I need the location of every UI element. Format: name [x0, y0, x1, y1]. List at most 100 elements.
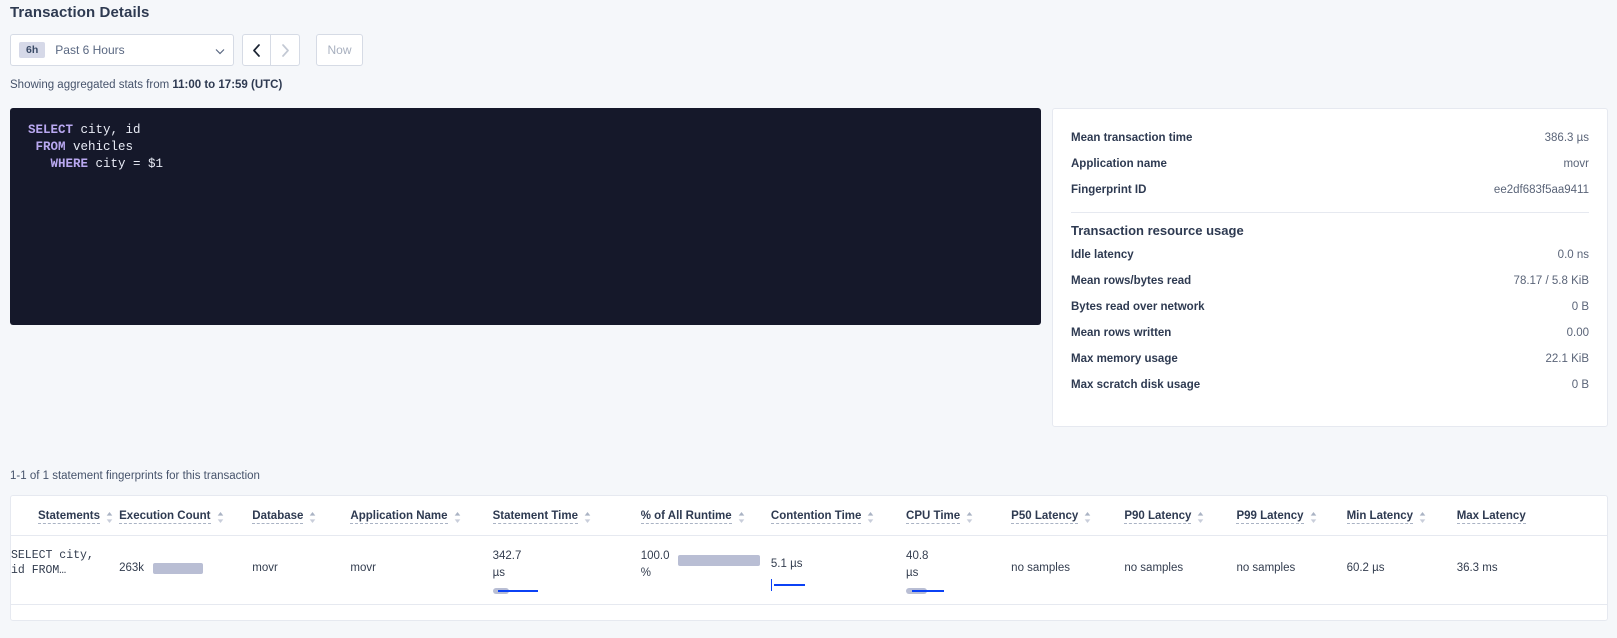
next-period-button[interactable]	[271, 34, 300, 66]
statements-table-card: Statements Execution Count Database	[10, 495, 1608, 621]
column-header-application-name[interactable]: Application Name	[350, 496, 493, 536]
column-header-max-latency[interactable]: Max Latency	[1456, 496, 1607, 536]
cpu-time-bar	[906, 588, 1016, 594]
sort-icon	[1084, 511, 1091, 523]
time-range-label: Past 6 Hours	[55, 43, 125, 57]
column-label: P99 Latency	[1236, 510, 1304, 524]
sort-icon	[868, 511, 874, 523]
column-header-execution-count[interactable]: Execution Count	[119, 496, 253, 536]
contention-time-value: 5.1 µs	[770, 558, 803, 570]
min-latency-value: 60.2 µs	[1346, 562, 1385, 574]
column-header-contention-time[interactable]: Contention Time	[770, 496, 907, 536]
p90-latency-value: no samples	[1124, 562, 1184, 574]
column-header-statements[interactable]: Statements	[11, 496, 120, 536]
column-header-p50-latency[interactable]: P50 Latency	[1011, 496, 1125, 536]
cpu-time-value: 40.8	[906, 550, 929, 562]
sort-icon	[1419, 511, 1426, 523]
usage-value: 22.1 KiB	[1545, 353, 1589, 365]
chevron-down-icon	[215, 46, 225, 55]
now-button[interactable]: Now	[316, 34, 363, 66]
column-header-cpu-time[interactable]: CPU Time	[906, 496, 1012, 536]
usage-row: Bytes read over network 0 B	[1071, 294, 1589, 320]
transaction-stats-panel: Mean transaction time 386.3 µs Applicati…	[1052, 108, 1608, 427]
statement-time-value: 342.7	[492, 550, 522, 562]
aggregation-range-text: Showing aggregated stats from 11:00 to 1…	[10, 79, 282, 91]
column-header-pct-all-runtime[interactable]: % of All Runtime	[640, 496, 771, 536]
usage-row: Max scratch disk usage 0 B	[1071, 372, 1589, 398]
column-label: P50 Latency	[1011, 510, 1079, 524]
cell-max-latency: 36.3 ms	[1456, 535, 1607, 605]
stat-row: Mean transaction time 386.3 µs	[1071, 125, 1589, 151]
chevron-left-icon	[253, 43, 260, 57]
column-label: Contention Time	[770, 510, 862, 524]
sort-icon	[584, 511, 591, 523]
cell-pct-all-runtime: 100.0 %	[640, 535, 771, 605]
stat-row: Application name movr	[1071, 151, 1589, 177]
column-header-p90-latency[interactable]: P90 Latency	[1124, 496, 1237, 536]
sql-statement-panel: SELECT city, id FROM vehicles WHERE city…	[10, 108, 1041, 325]
time-nav-group	[242, 34, 300, 66]
p50-latency-value: no samples	[1011, 562, 1070, 574]
previous-period-button[interactable]	[242, 34, 271, 66]
table-row[interactable]: SELECT city, id FROM… 263k movr movr	[11, 535, 1607, 605]
resource-usage-title: Transaction resource usage	[1071, 223, 1244, 238]
column-header-statement-time[interactable]: Statement Time	[492, 496, 641, 536]
cell-p90-latency: no samples	[1124, 535, 1237, 605]
column-label: CPU Time	[906, 510, 961, 524]
column-label: Database	[252, 510, 304, 524]
cell-contention-time: 5.1 µs	[770, 535, 907, 605]
column-header-database[interactable]: Database	[252, 496, 351, 536]
cell-cpu-time: 40.8 µs	[906, 535, 1012, 605]
time-range-select[interactable]: 6h Past 6 Hours	[10, 34, 234, 66]
sort-icon	[310, 511, 316, 523]
column-header-min-latency[interactable]: Min Latency	[1346, 496, 1457, 536]
column-header-p99-latency[interactable]: P99 Latency	[1236, 496, 1347, 536]
cpu-time-unit: µs	[906, 567, 919, 579]
column-label: Application Name	[350, 510, 448, 524]
cell-min-latency: 60.2 µs	[1346, 535, 1457, 605]
usage-value: 0.0 ns	[1557, 249, 1589, 261]
column-label: Statements	[38, 510, 100, 524]
stat-value: 386.3 µs	[1544, 132, 1589, 144]
sort-icon	[106, 511, 113, 523]
sql-line-2: vehicles	[65, 140, 134, 154]
usage-label: Idle latency	[1071, 249, 1134, 261]
sql-keyword-where: WHERE	[50, 157, 89, 171]
stat-label: Mean transaction time	[1071, 132, 1193, 144]
max-latency-value: 36.3 ms	[1456, 562, 1498, 574]
sort-icon	[1198, 511, 1204, 523]
pct-runtime-bar	[677, 555, 760, 566]
cell-statement-time: 342.7 µs	[492, 535, 641, 605]
execution-count-value: 263k	[119, 562, 145, 574]
usage-value: 0.00	[1566, 327, 1589, 339]
statement-line-1: SELECT city,	[11, 549, 94, 562]
aggregation-range: 11:00 to 17:59 (UTC)	[172, 79, 283, 91]
column-label: Execution Count	[119, 510, 211, 524]
usage-label: Mean rows/bytes read	[1071, 275, 1192, 287]
sort-icon	[738, 511, 744, 523]
column-label: Max Latency	[1456, 510, 1526, 524]
cell-statement[interactable]: SELECT city, id FROM…	[11, 535, 120, 605]
stat-label: Application name	[1071, 158, 1167, 170]
table-header: Statements Execution Count Database	[11, 496, 1607, 536]
time-range-badge: 6h	[19, 41, 46, 59]
usage-row: Max memory usage 22.1 KiB	[1071, 346, 1589, 372]
cell-database: movr	[252, 535, 351, 605]
cell-p50-latency: no samples	[1011, 535, 1125, 605]
sql-line-1: city, id	[73, 123, 141, 137]
stat-row: Fingerprint ID ee2df683f5aa9411	[1071, 177, 1589, 203]
usage-value: 0 B	[1571, 301, 1589, 313]
column-label: Statement Time	[492, 510, 578, 524]
contention-time-bar	[770, 579, 881, 591]
divider	[1071, 212, 1589, 213]
stat-value: ee2df683f5aa9411	[1493, 184, 1589, 196]
statement-line-2: id FROM…	[11, 564, 67, 577]
usage-value: 0 B	[1571, 379, 1589, 391]
statements-table: Statements Execution Count Database	[11, 496, 1607, 605]
usage-row: Idle latency 0.0 ns	[1071, 242, 1589, 268]
sort-icon	[1310, 511, 1316, 523]
p99-latency-value: no samples	[1236, 562, 1296, 574]
usage-label: Bytes read over network	[1071, 301, 1205, 313]
cell-execution-count: 263k	[119, 535, 253, 605]
